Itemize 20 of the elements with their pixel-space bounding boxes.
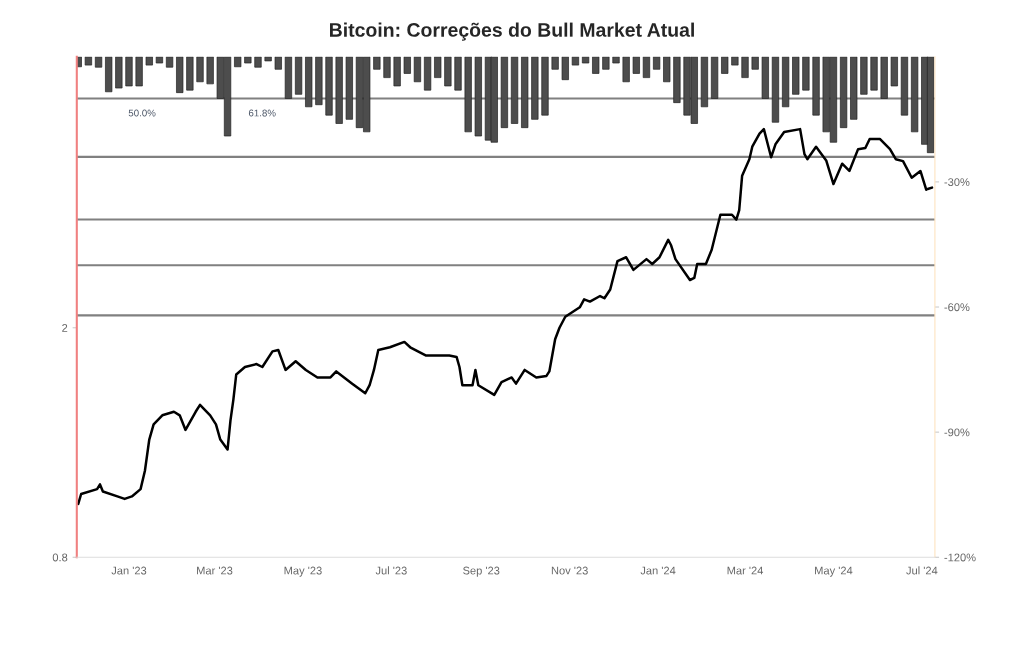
- x-tick-label: Jul '24: [906, 566, 938, 575]
- y2-tick-label: -90%: [944, 428, 970, 437]
- annotation: 61.8%: [248, 109, 276, 117]
- x-tick-label: Jan '23: [111, 566, 147, 575]
- x-tick-label: Nov '23: [551, 566, 588, 575]
- annotation: 50.0%: [128, 109, 156, 117]
- y2-tick-label: -60%: [944, 303, 970, 312]
- x-tick-label: Mar '24: [727, 566, 764, 575]
- y-tick-label: 0.8: [52, 553, 68, 562]
- y-tick-label: 2: [62, 324, 68, 332]
- x-tick-label: Jul '23: [375, 566, 407, 575]
- x-tick-label: Jan '24: [640, 566, 676, 575]
- y2-tick-label: -30%: [944, 178, 970, 187]
- x-tick-label: Mar '23: [197, 566, 233, 575]
- chart-title: Bitcoin: Correções do Bull Market Atual: [330, 22, 694, 41]
- line-series: [77, 127, 934, 506]
- y2-tick-label: -120%: [944, 553, 976, 562]
- x-tick-label: May '24: [815, 566, 853, 577]
- x-tick-label: Sep '23: [463, 566, 500, 577]
- x-tick-label: May '23: [284, 566, 322, 577]
